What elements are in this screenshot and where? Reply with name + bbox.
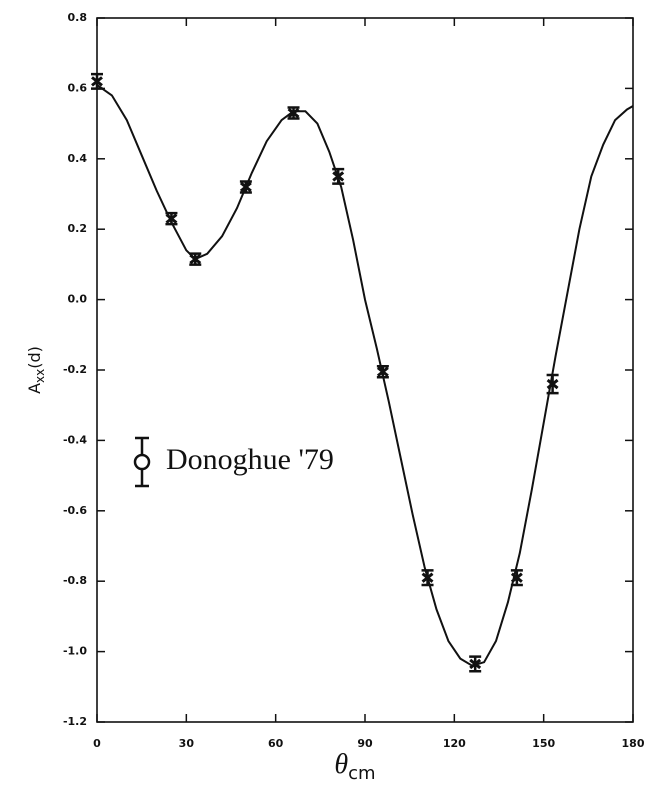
x-tick-label: 60 xyxy=(268,737,284,750)
data-point xyxy=(510,572,523,583)
y-tick-label: -0.8 xyxy=(63,574,87,587)
y-axis-title-sub: xx xyxy=(33,369,47,383)
data-point xyxy=(91,76,103,87)
y-axis-title: Axx(d) xyxy=(25,346,47,394)
data-point xyxy=(189,253,202,265)
x-axis-title: θcm xyxy=(334,749,375,784)
x-tick-label: 120 xyxy=(443,737,466,750)
legend-icon xyxy=(133,453,151,471)
y-tick-label: 0.0 xyxy=(68,293,88,306)
x-axis-title-sub: cm xyxy=(348,763,375,784)
y-tick-label: -0.4 xyxy=(63,433,87,446)
y-tick-label: 0.4 xyxy=(68,152,88,165)
legend-label: Donoghue '79 xyxy=(166,443,334,476)
data-point xyxy=(239,181,252,193)
y-tick-label: -1.2 xyxy=(63,715,87,728)
data-point xyxy=(421,572,434,583)
data-point xyxy=(332,171,345,182)
data-point xyxy=(469,658,482,670)
y-tick-label: 0.2 xyxy=(68,222,88,235)
x-tick-label: 0 xyxy=(93,737,101,750)
x-tick-label: 180 xyxy=(622,737,645,750)
y-tick-label: -1.0 xyxy=(63,645,87,658)
y-axis-title-rest: (d) xyxy=(25,346,44,369)
y-tick-label: 0.8 xyxy=(68,11,88,24)
x-tick-label: 90 xyxy=(357,737,373,750)
data-point xyxy=(165,213,178,224)
y-tick-label: 0.6 xyxy=(68,81,88,94)
x-axis-title-base: θ xyxy=(334,749,348,780)
y-tick-label: -0.2 xyxy=(63,363,87,376)
y-tick-label: -0.6 xyxy=(63,504,87,517)
data-point xyxy=(376,366,389,377)
y-axis-title-base: A xyxy=(25,383,44,394)
x-tick-label: 30 xyxy=(179,737,195,750)
x-tick-label: 150 xyxy=(532,737,555,750)
data-point xyxy=(546,378,559,390)
data-point xyxy=(287,107,300,119)
